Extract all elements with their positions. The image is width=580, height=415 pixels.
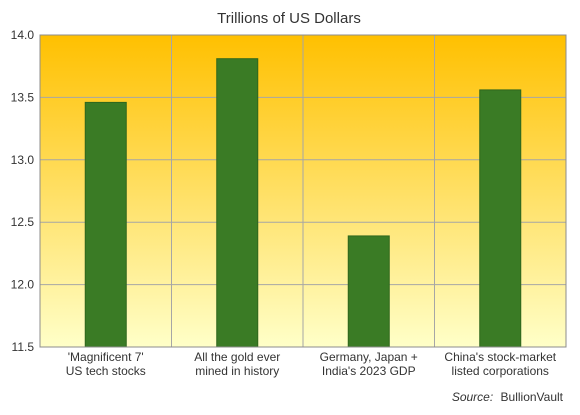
source-label: Source:: [452, 390, 493, 404]
x-tick-label-line: All the gold ever: [194, 350, 280, 364]
x-tick-labels: 'Magnificent 7' US tech stocks All the gol…: [66, 350, 557, 378]
x-tick-label-line: Germany, Japan +: [320, 350, 418, 364]
y-tick-label: 11.5: [12, 340, 35, 354]
y-tick-label: 13.0: [11, 153, 35, 167]
bar: [216, 58, 259, 348]
x-tick-label-line: US tech stocks: [66, 364, 146, 378]
x-tick-label-line: 'Magnificent 7': [68, 350, 144, 364]
y-tick-label: 12.0: [11, 278, 35, 292]
x-tick-label-line: China's stock-market: [444, 350, 556, 364]
x-tick-label: China's stock-market listed corporations: [444, 350, 556, 378]
bars: [84, 58, 522, 348]
source-name: BullionVault: [501, 390, 564, 404]
plot-border: [39, 34, 567, 348]
bar: [347, 235, 390, 348]
source-note: Source: BullionVault: [452, 390, 564, 404]
bar: [84, 101, 127, 348]
x-tick-label: Germany, Japan + India's 2023 GDP: [320, 350, 418, 378]
chart-title: Trillions of US Dollars: [217, 10, 361, 27]
y-tick-label: 13.5: [11, 90, 35, 104]
x-tick-label-line: mined in history: [195, 364, 279, 378]
x-tick-label-line: India's 2023 GDP: [322, 364, 416, 378]
y-tick-labels: 11.5 12.0 12.5 13.0 13.5 14.0: [11, 28, 35, 354]
y-tick-label: 12.5: [11, 215, 35, 229]
x-tick-label: All the gold ever mined in history: [194, 350, 280, 378]
axes: [39, 34, 567, 348]
bar: [479, 89, 522, 348]
x-tick-label-line: listed corporations: [452, 364, 549, 378]
y-tick-label: 14.0: [11, 28, 35, 42]
x-tick-label: 'Magnificent 7' US tech stocks: [66, 350, 146, 378]
